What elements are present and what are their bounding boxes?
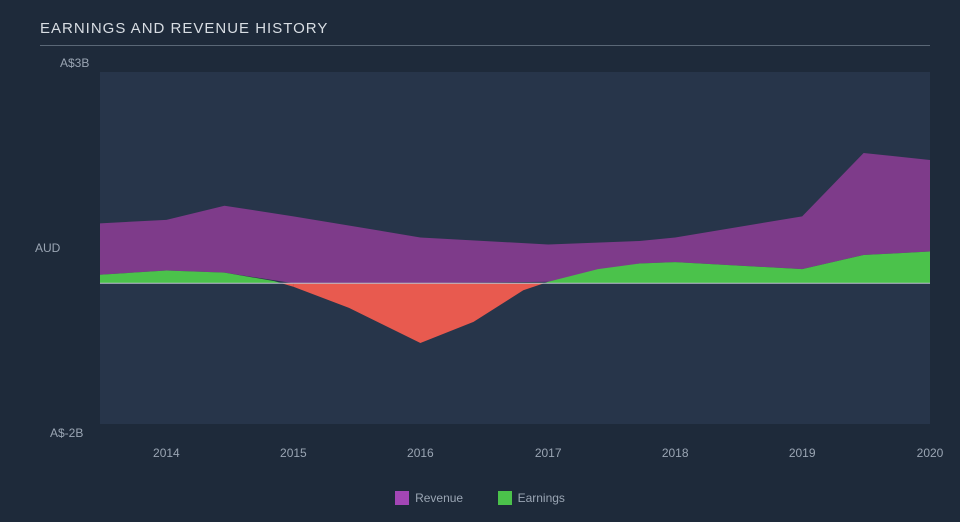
svg-chart-wrap bbox=[100, 72, 930, 424]
x-tick-label: 2015 bbox=[280, 446, 307, 460]
y-axis-label: AUD bbox=[35, 241, 60, 255]
y-tick-top: A$3B bbox=[60, 56, 89, 70]
legend-label-revenue: Revenue bbox=[415, 491, 463, 505]
legend-swatch-earnings bbox=[498, 491, 512, 505]
chart-container: EARNINGS AND REVENUE HISTORY A$3B AUD A$… bbox=[40, 20, 930, 492]
area-chart-svg bbox=[100, 72, 930, 424]
x-tick-label: 2014 bbox=[153, 446, 180, 460]
x-tick-label: 2020 bbox=[917, 446, 944, 460]
chart-title: EARNINGS AND REVENUE HISTORY bbox=[40, 20, 930, 46]
legend-label-earnings: Earnings bbox=[518, 491, 565, 505]
plot-area: A$3B AUD A$-2B 2014201520162017201820192… bbox=[40, 58, 930, 438]
legend-item-revenue: Revenue bbox=[395, 491, 463, 505]
legend-swatch-revenue bbox=[395, 491, 409, 505]
x-tick-label: 2016 bbox=[407, 446, 434, 460]
x-axis-labels: 2014201520162017201820192020 bbox=[100, 446, 930, 466]
legend-item-earnings: Earnings bbox=[498, 491, 565, 505]
y-tick-bottom: A$-2B bbox=[50, 426, 83, 440]
x-tick-label: 2019 bbox=[789, 446, 816, 460]
x-tick-label: 2017 bbox=[535, 446, 562, 460]
legend: Revenue Earnings bbox=[0, 491, 960, 510]
x-tick-label: 2018 bbox=[662, 446, 689, 460]
